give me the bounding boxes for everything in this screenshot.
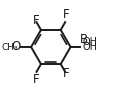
Text: F: F	[63, 67, 69, 80]
Text: OH: OH	[82, 37, 97, 47]
Text: OH: OH	[82, 42, 97, 52]
Text: O: O	[12, 41, 21, 53]
Text: F: F	[63, 8, 69, 21]
Text: B: B	[80, 33, 88, 46]
Text: CH₃: CH₃	[2, 42, 19, 52]
Text: F: F	[33, 14, 39, 27]
Text: F: F	[33, 73, 39, 86]
